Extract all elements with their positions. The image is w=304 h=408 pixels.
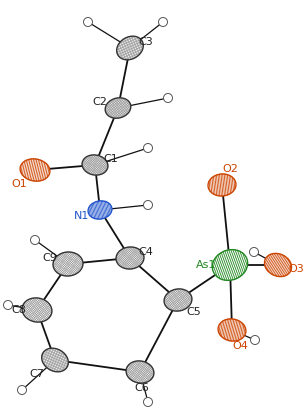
Circle shape	[250, 335, 260, 344]
Text: O2: O2	[222, 164, 238, 174]
Ellipse shape	[82, 155, 108, 175]
Circle shape	[143, 200, 153, 209]
Circle shape	[18, 386, 26, 395]
Text: C4: C4	[139, 247, 154, 257]
Text: O3: O3	[288, 264, 304, 274]
Text: C3: C3	[139, 37, 154, 47]
Ellipse shape	[212, 250, 248, 280]
Ellipse shape	[20, 159, 50, 181]
Ellipse shape	[218, 319, 246, 341]
Ellipse shape	[53, 252, 83, 276]
Text: C7: C7	[29, 369, 44, 379]
Ellipse shape	[117, 36, 143, 60]
Circle shape	[164, 93, 172, 102]
Text: C2: C2	[92, 97, 107, 107]
Circle shape	[143, 144, 153, 153]
Text: As1: As1	[196, 260, 216, 270]
Ellipse shape	[126, 361, 154, 383]
Text: O1: O1	[11, 179, 27, 189]
Ellipse shape	[264, 253, 292, 277]
Circle shape	[143, 397, 153, 406]
Ellipse shape	[105, 98, 131, 118]
Ellipse shape	[208, 174, 236, 196]
Text: C9: C9	[43, 253, 57, 263]
Text: N1: N1	[74, 211, 90, 221]
Text: O4: O4	[232, 341, 248, 351]
Circle shape	[4, 301, 12, 310]
Circle shape	[158, 18, 168, 27]
Ellipse shape	[22, 298, 52, 322]
Text: C8: C8	[12, 305, 26, 315]
Ellipse shape	[42, 348, 68, 372]
Ellipse shape	[116, 247, 144, 269]
Ellipse shape	[164, 289, 192, 311]
Text: C6: C6	[135, 383, 149, 393]
Circle shape	[30, 235, 40, 244]
Text: C5: C5	[187, 307, 201, 317]
Text: C1: C1	[104, 154, 118, 164]
Ellipse shape	[88, 201, 112, 219]
Circle shape	[84, 18, 92, 27]
Circle shape	[250, 248, 258, 257]
